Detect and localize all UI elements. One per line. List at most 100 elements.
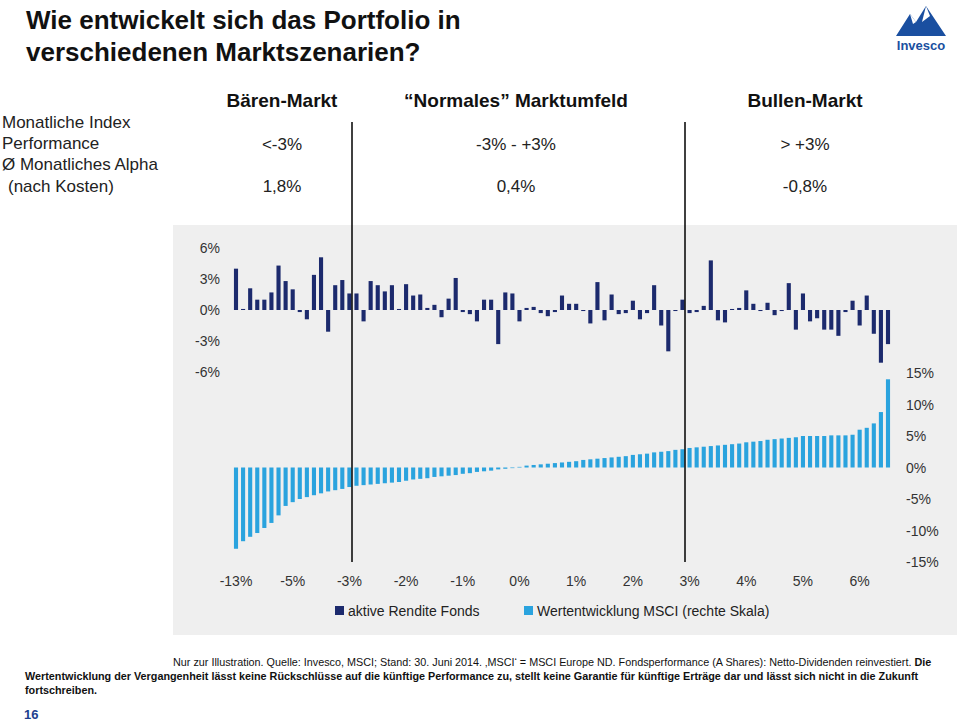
bar bbox=[404, 284, 408, 310]
bar bbox=[567, 304, 571, 310]
footnote-text: Nur zur Illustration. Quelle: Invesco, M… bbox=[173, 656, 911, 668]
bar bbox=[709, 446, 713, 467]
bar bbox=[326, 310, 330, 332]
bar bbox=[702, 306, 706, 310]
bar bbox=[525, 466, 529, 468]
bar bbox=[617, 457, 621, 468]
legend-label: aktive Rendite Fonds bbox=[348, 603, 480, 619]
x-tick-label: 0% bbox=[509, 573, 529, 589]
bar bbox=[503, 468, 507, 469]
table-cell: -0,8% bbox=[783, 177, 827, 196]
bar bbox=[418, 295, 422, 311]
bar bbox=[872, 423, 876, 467]
bar bbox=[397, 309, 401, 310]
y2-tick-label: 0% bbox=[906, 460, 926, 476]
bar bbox=[347, 293, 351, 310]
bar bbox=[829, 435, 833, 467]
bar bbox=[765, 440, 769, 468]
row-label: Performance bbox=[2, 134, 99, 153]
bar bbox=[241, 468, 245, 542]
bar bbox=[744, 290, 748, 310]
bar bbox=[794, 437, 798, 467]
y2-tick-label: -15% bbox=[906, 554, 939, 570]
x-tick-label: 2% bbox=[623, 573, 643, 589]
bar bbox=[758, 310, 762, 311]
bar bbox=[773, 310, 777, 315]
bar bbox=[425, 468, 429, 479]
bar bbox=[602, 310, 606, 320]
bar bbox=[666, 310, 670, 351]
legend-swatch bbox=[524, 606, 533, 615]
bar bbox=[255, 468, 259, 534]
bar bbox=[886, 310, 890, 344]
bar bbox=[624, 310, 628, 313]
bar bbox=[829, 310, 833, 330]
bar bbox=[525, 308, 529, 310]
bar bbox=[872, 310, 876, 334]
bar bbox=[496, 310, 500, 344]
bar bbox=[234, 269, 238, 310]
bar bbox=[787, 438, 791, 468]
row-label: Ø Monatliches Alpha bbox=[2, 155, 158, 174]
bar bbox=[652, 285, 656, 310]
title: Wie entwickelt sich das Portfolio in ver… bbox=[26, 4, 626, 68]
bar bbox=[418, 468, 422, 479]
y-tick-label: -6% bbox=[195, 364, 220, 380]
bar bbox=[291, 289, 295, 310]
bar bbox=[255, 300, 259, 310]
bar bbox=[666, 451, 670, 467]
bar bbox=[581, 310, 585, 311]
bar bbox=[815, 436, 819, 468]
bar bbox=[688, 448, 692, 468]
scenario-divider bbox=[684, 122, 686, 562]
bar bbox=[269, 468, 273, 523]
x-tick-label: -3% bbox=[337, 573, 362, 589]
bar bbox=[432, 305, 436, 310]
y-tick-label: 0% bbox=[200, 302, 220, 318]
bar bbox=[312, 468, 316, 496]
bar bbox=[617, 310, 621, 314]
bar bbox=[432, 468, 436, 477]
bar bbox=[439, 468, 443, 477]
bar bbox=[482, 300, 486, 310]
bar bbox=[376, 285, 380, 310]
bar bbox=[716, 310, 720, 320]
table-cell: 1,8% bbox=[263, 177, 302, 196]
y2-tick-label: 10% bbox=[906, 397, 934, 413]
legend-swatch bbox=[335, 606, 344, 615]
footnote: Nur zur Illustration. Quelle: Invesco, M… bbox=[25, 655, 957, 697]
y2-tick-label: -10% bbox=[906, 523, 939, 539]
bar bbox=[581, 460, 585, 468]
bar bbox=[425, 308, 429, 310]
bar bbox=[369, 468, 373, 485]
bar bbox=[305, 468, 309, 498]
bar bbox=[695, 447, 699, 467]
bar bbox=[702, 447, 706, 468]
bar bbox=[723, 445, 727, 468]
bar bbox=[808, 310, 812, 321]
bar bbox=[291, 468, 295, 503]
bar bbox=[461, 310, 465, 312]
series-0 bbox=[234, 257, 890, 362]
bar bbox=[851, 435, 855, 468]
bar bbox=[737, 444, 741, 468]
bar bbox=[879, 310, 883, 363]
page-number: 16 bbox=[24, 707, 38, 722]
x-tick-label: 6% bbox=[850, 573, 870, 589]
table-cell: <-3% bbox=[262, 135, 302, 154]
bar bbox=[397, 468, 401, 482]
bar bbox=[822, 436, 826, 468]
bar bbox=[574, 304, 578, 310]
bar bbox=[340, 280, 344, 310]
x-tick-label: -1% bbox=[450, 573, 475, 589]
bar bbox=[319, 468, 323, 494]
x-tick-label: -5% bbox=[280, 573, 305, 589]
x-tick-label: -13% bbox=[220, 573, 253, 589]
x-tick-label: 5% bbox=[793, 573, 813, 589]
bar bbox=[489, 300, 493, 310]
bar bbox=[631, 301, 635, 310]
bar bbox=[553, 310, 557, 312]
bar bbox=[305, 310, 309, 319]
bar bbox=[461, 468, 465, 474]
bar bbox=[539, 464, 543, 467]
